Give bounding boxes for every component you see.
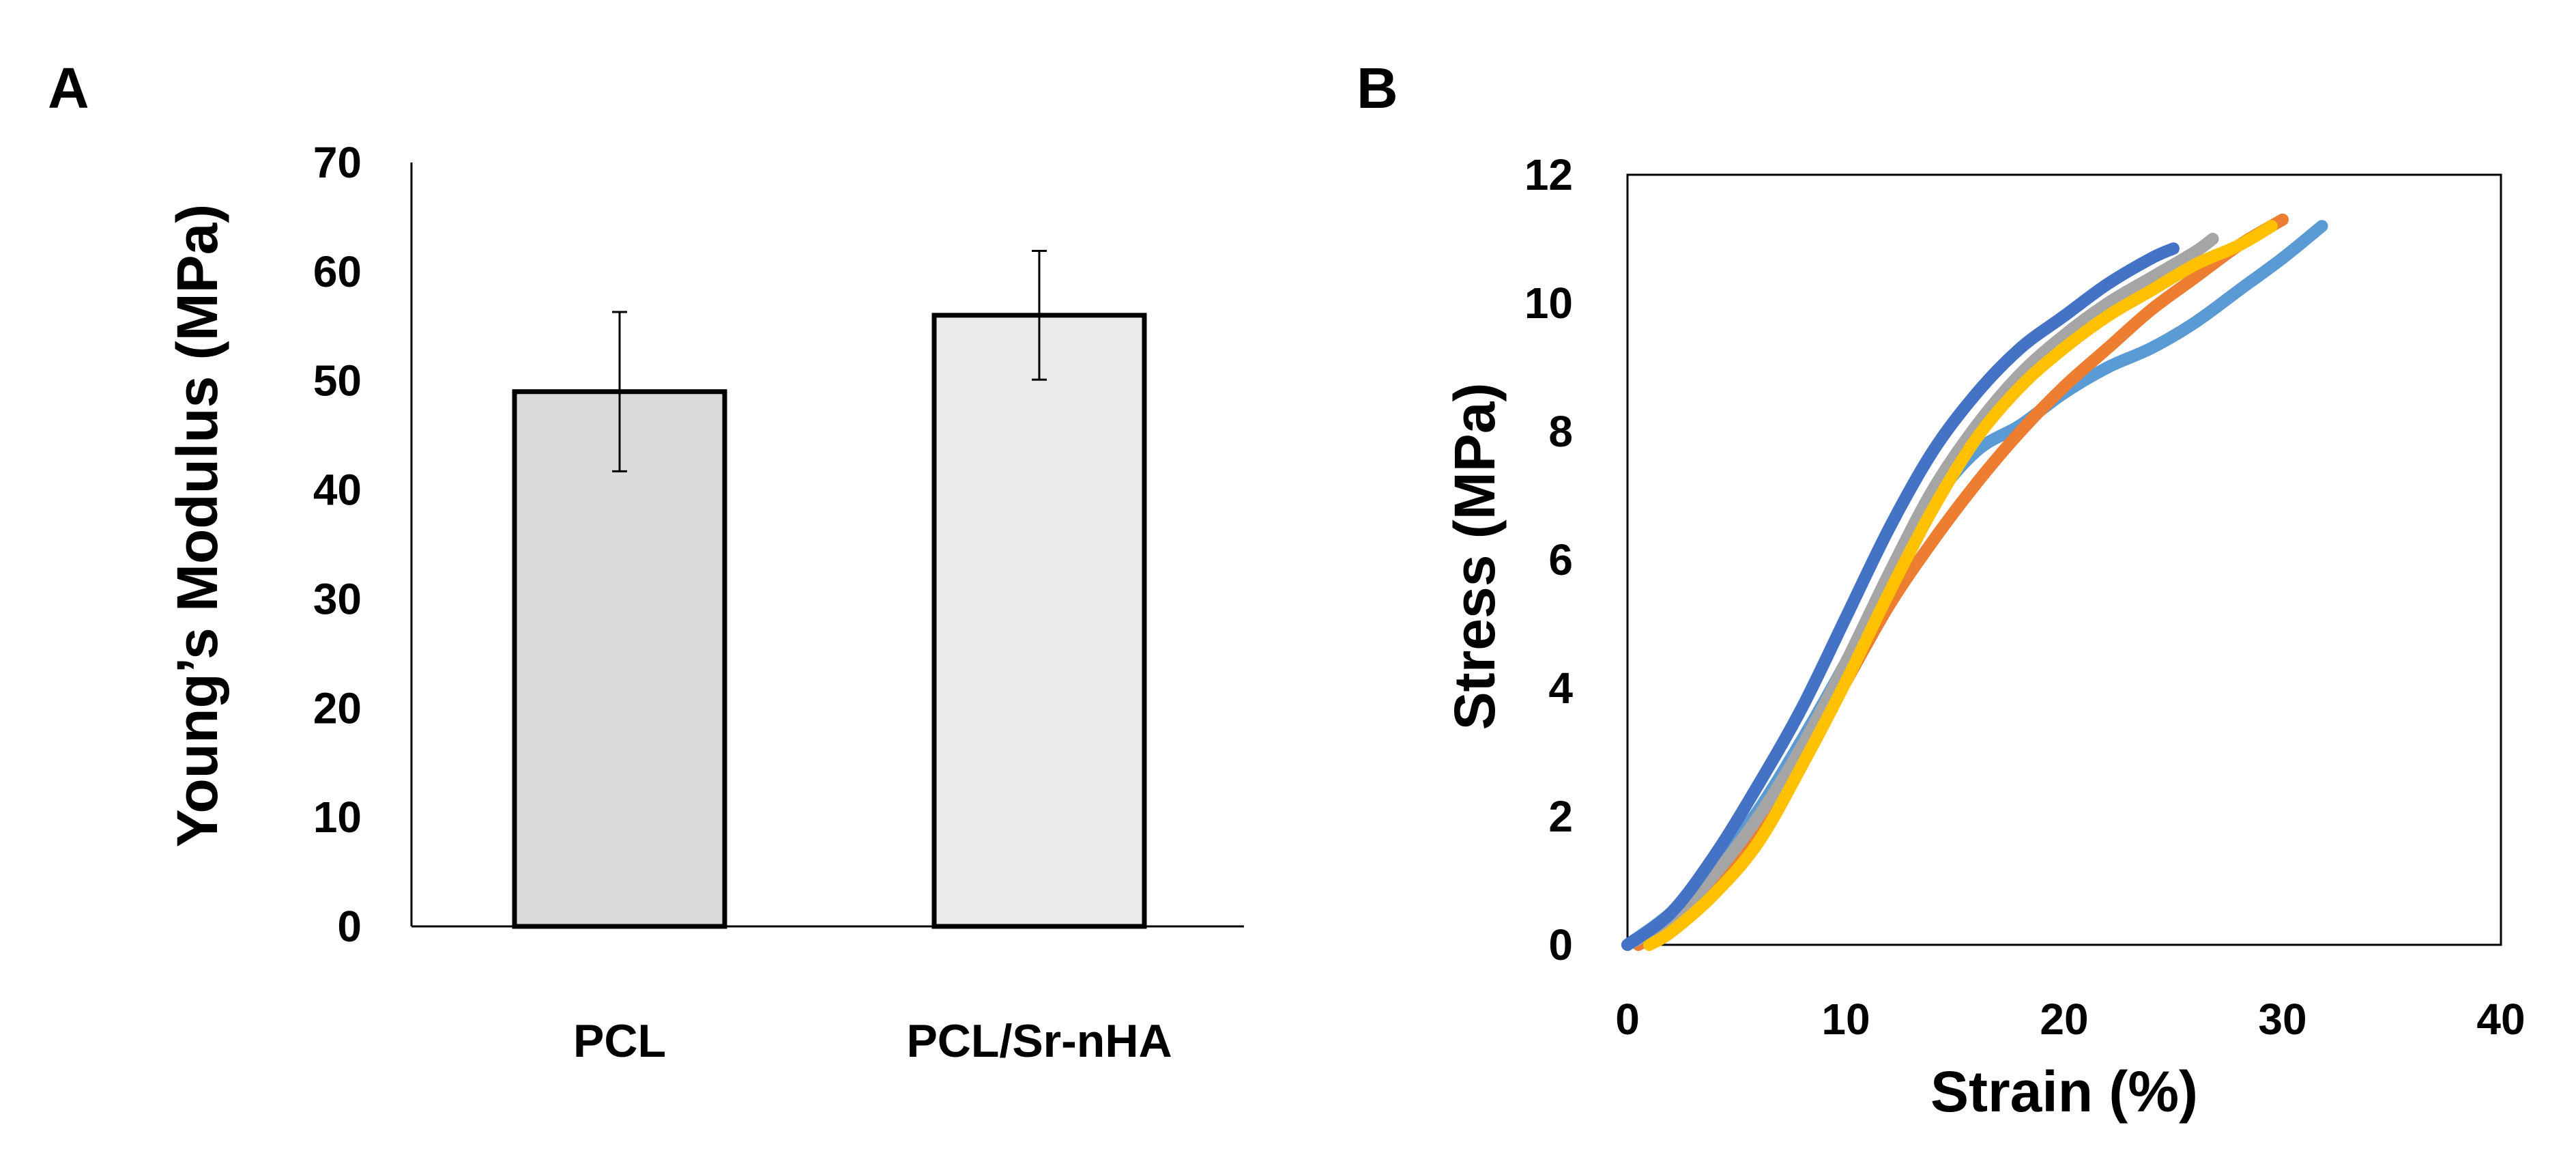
- panel-label-b: B: [1357, 56, 1398, 120]
- y-tick-label-a: 10: [313, 793, 362, 842]
- category-label: PCL/Sr-nHA: [906, 1015, 1172, 1067]
- bars-a: [512, 313, 1147, 929]
- y-tick-label-a: 0: [337, 902, 362, 951]
- y-tick-label-a: 60: [313, 247, 362, 296]
- panel-label-a: A: [48, 56, 89, 120]
- y-tick-label-b: 8: [1548, 407, 1573, 456]
- y-axis-title-b: Stress (MPa): [1443, 383, 1507, 730]
- y-tick-labels-b: 0 2 4 6 8 10 12: [1524, 150, 1574, 969]
- y-tick-label-b: 0: [1548, 920, 1573, 969]
- y-tick-labels-a: 0 10 20 30 40 50 60 70: [313, 138, 362, 951]
- y-tick-label-b: 10: [1524, 279, 1573, 328]
- y-tick-label-a: 20: [313, 683, 362, 733]
- panel-b: B Stress (MPa) 0 2 4 6 8 10 12 0 10 20 30 40 Strai…: [1357, 56, 2526, 1124]
- y-tick-label-a: 40: [313, 466, 362, 515]
- series-line-3: [1621, 233, 2219, 951]
- bar-pcl-sr-nha: [931, 313, 1147, 929]
- error-bars-a: [612, 249, 1047, 472]
- x-tick-label-b: 0: [1615, 995, 1640, 1044]
- y-tick-label-b: 6: [1548, 535, 1573, 584]
- series-line-2: [1632, 213, 2289, 951]
- plot-frame-b: [1626, 173, 2502, 946]
- series-line-4: [1643, 220, 2278, 951]
- x-tick-labels-b: 0 10 20 30 40: [1615, 995, 2525, 1044]
- series-lines-b: [1621, 213, 2328, 951]
- y-tick-label-b: 2: [1548, 792, 1573, 841]
- y-axis-title-a: Young’s Modulus (MPa): [165, 204, 229, 848]
- series-line-5: [1621, 242, 2180, 951]
- x-tick-label-b: 20: [2040, 995, 2088, 1044]
- x-axis-title-b: Strain (%): [1930, 1060, 2198, 1124]
- bar-pcl: [512, 389, 727, 929]
- x-tick-label-b: 30: [2258, 995, 2306, 1044]
- x-tick-label-b: 40: [2476, 995, 2525, 1044]
- y-tick-label-a: 30: [313, 574, 362, 623]
- y-tick-label-b: 4: [1548, 664, 1573, 713]
- x-tick-label-b: 10: [1821, 995, 1870, 1044]
- panel-a: A Young’s Modulus (MPa) 010203040506070 …: [48, 56, 1244, 1067]
- y-tick-label-a: 50: [313, 356, 362, 406]
- category-labels-a: PCL PCL/Sr-nHA: [573, 1015, 1172, 1067]
- y-tick-label-b: 12: [1524, 150, 1573, 199]
- y-tick-label-a: 70: [313, 138, 362, 187]
- category-label: PCL: [573, 1015, 666, 1067]
